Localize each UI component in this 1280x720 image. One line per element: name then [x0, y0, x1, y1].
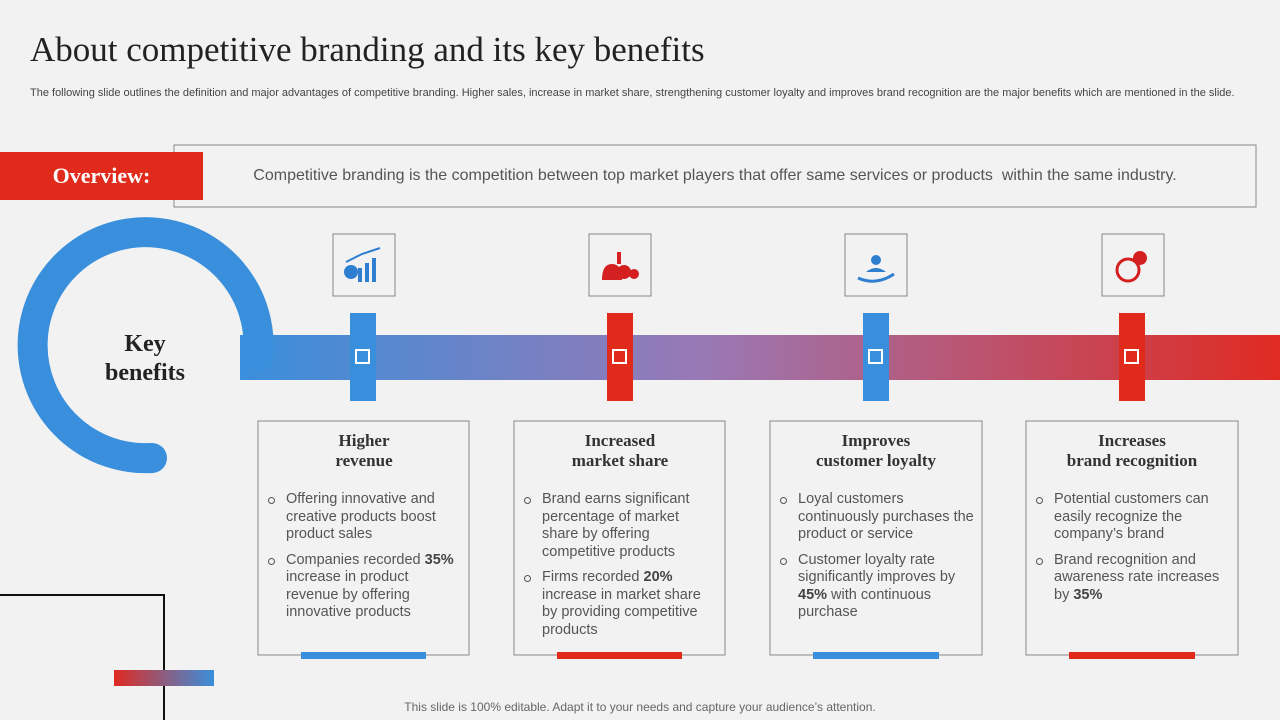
card: Increased market share Brand earns signifi… — [514, 431, 726, 647]
bullet-text: increase in market share by providing co… — [542, 586, 701, 638]
hub-arc — [17, 217, 274, 474]
card: Improves customer loyalty Loyal customers … — [770, 431, 982, 630]
bullet-text: Customer loyalty rate significantly impr… — [798, 551, 956, 586]
subtitle: The following slide outlines the definit… — [30, 87, 1235, 99]
hub-line: benefits — [105, 360, 185, 386]
bullet: Customer loyalty rate significantly impr… — [770, 552, 974, 622]
markers — [350, 313, 1145, 401]
corner-bar — [114, 670, 214, 686]
card-heading-line: customer loyalty — [815, 451, 937, 470]
bullet-list: Brand earns significant percentage of ma… — [514, 491, 726, 639]
card-accent — [557, 652, 682, 659]
bullet-text: with continuous purchase — [798, 586, 932, 621]
hub-label: Key benefits — [75, 330, 215, 388]
card-heading: Higher revenue — [258, 431, 470, 471]
card-accent — [813, 652, 939, 659]
bullet: Loyal customers continuously purchases t… — [770, 491, 974, 544]
card: Higher revenue Offering innovative and cre… — [258, 431, 470, 630]
icon-boxes — [332, 233, 1165, 297]
bullet-highlight: 20% — [643, 569, 673, 585]
card-heading: Increased market share — [514, 431, 726, 471]
overview-tab — [0, 152, 203, 200]
icons — [344, 247, 1147, 283]
card-heading-line: Improves — [841, 431, 911, 450]
bullet: Brand recognition and awareness rate inc… — [1026, 552, 1230, 605]
card-heading-line: Increases — [1098, 431, 1166, 450]
bullet-list: Loyal customers continuously purchases t… — [770, 491, 982, 622]
card-heading-line: Higher — [338, 431, 390, 450]
title: About competitive branding and its key b… — [30, 30, 705, 69]
card-heading-line: brand recognition — [1066, 451, 1198, 470]
bullet-text: Brand recognition and awareness rate inc… — [1054, 551, 1220, 603]
card-accent — [1069, 652, 1195, 659]
overview-text: Competitive branding is the competition … — [253, 167, 1177, 184]
card-accent — [301, 652, 426, 659]
bullet-list: Offering innovative and creative product… — [258, 491, 470, 622]
bullet: Potential customers can easily recognize… — [1026, 491, 1230, 544]
overview-label: Overview: — [52, 163, 151, 188]
bullet-text: Loyal customers continuously purchases t… — [798, 491, 974, 542]
timeline-band — [240, 335, 1280, 380]
card-heading-line: Increased — [584, 431, 656, 450]
bullet-highlight: 35% — [1073, 586, 1103, 603]
bullet: Companies recorded 35% increase in produ… — [258, 552, 462, 622]
card-heading-line: market share — [571, 451, 669, 470]
card-heading: Improves customer loyalty — [770, 431, 982, 471]
bullet-text: Companies recorded — [286, 551, 425, 568]
bullet-list: Potential customers can easily recognize… — [1026, 491, 1238, 604]
card-heading-line: revenue — [335, 451, 393, 470]
bullet: Brand earns significant percentage of ma… — [514, 491, 718, 561]
bullet: Offering innovative and creative product… — [258, 491, 462, 544]
bullet: Firms recorded 20% increase in market sh… — [514, 569, 718, 639]
bullet-highlight: 35% — [424, 551, 454, 568]
bullet-text: increase in product revenue by offering … — [286, 569, 411, 620]
hub-line: Key — [124, 331, 166, 357]
bullet-text: Offering innovative and creative product… — [286, 491, 436, 542]
bullet-highlight: 45% — [798, 586, 828, 603]
bullet-text: Brand earns significant percentage of ma… — [542, 491, 690, 560]
card: Increases brand recognition Potential cust… — [1026, 431, 1238, 612]
bullet-text: Potential customers can easily recognize… — [1054, 491, 1209, 542]
bullet-text: Firms recorded — [542, 569, 644, 585]
card-boxes — [257, 420, 1239, 656]
footer: This slide is 100% editable. Adapt it to… — [404, 700, 876, 714]
card-heading: Increases brand recognition — [1026, 431, 1238, 471]
